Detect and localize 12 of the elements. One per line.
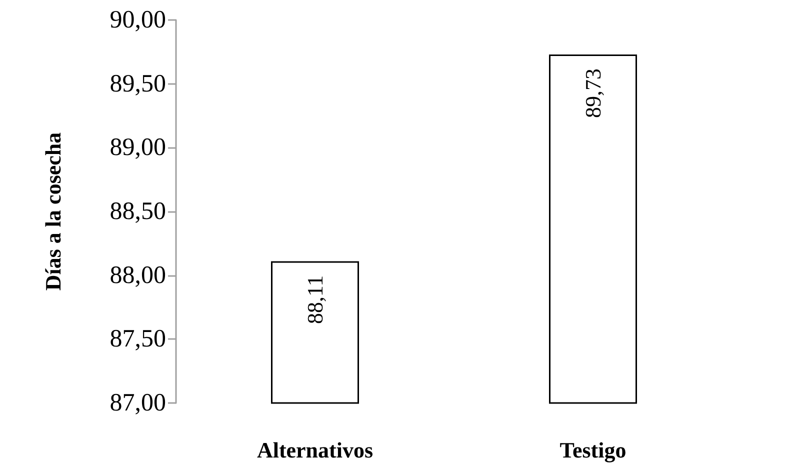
data-label: 89,73	[580, 68, 606, 118]
y-tick-label: 89,00	[110, 134, 166, 162]
y-tick-label: 87,00	[110, 390, 166, 416]
y-tick-label: 88,00	[110, 262, 166, 289]
y-tick-label: 88,50	[110, 198, 166, 225]
x-tick-label: Alternativos	[256, 438, 374, 462]
x-tick-label: Testigo	[560, 438, 626, 462]
y-tick-label: 90,00	[110, 6, 166, 34]
y-tick-label: 89,50	[110, 70, 166, 98]
y-axis-title: Días a la cosecha	[40, 132, 66, 291]
data-label: 88,11	[302, 275, 328, 324]
y-tick-label: 87,50	[110, 326, 166, 353]
